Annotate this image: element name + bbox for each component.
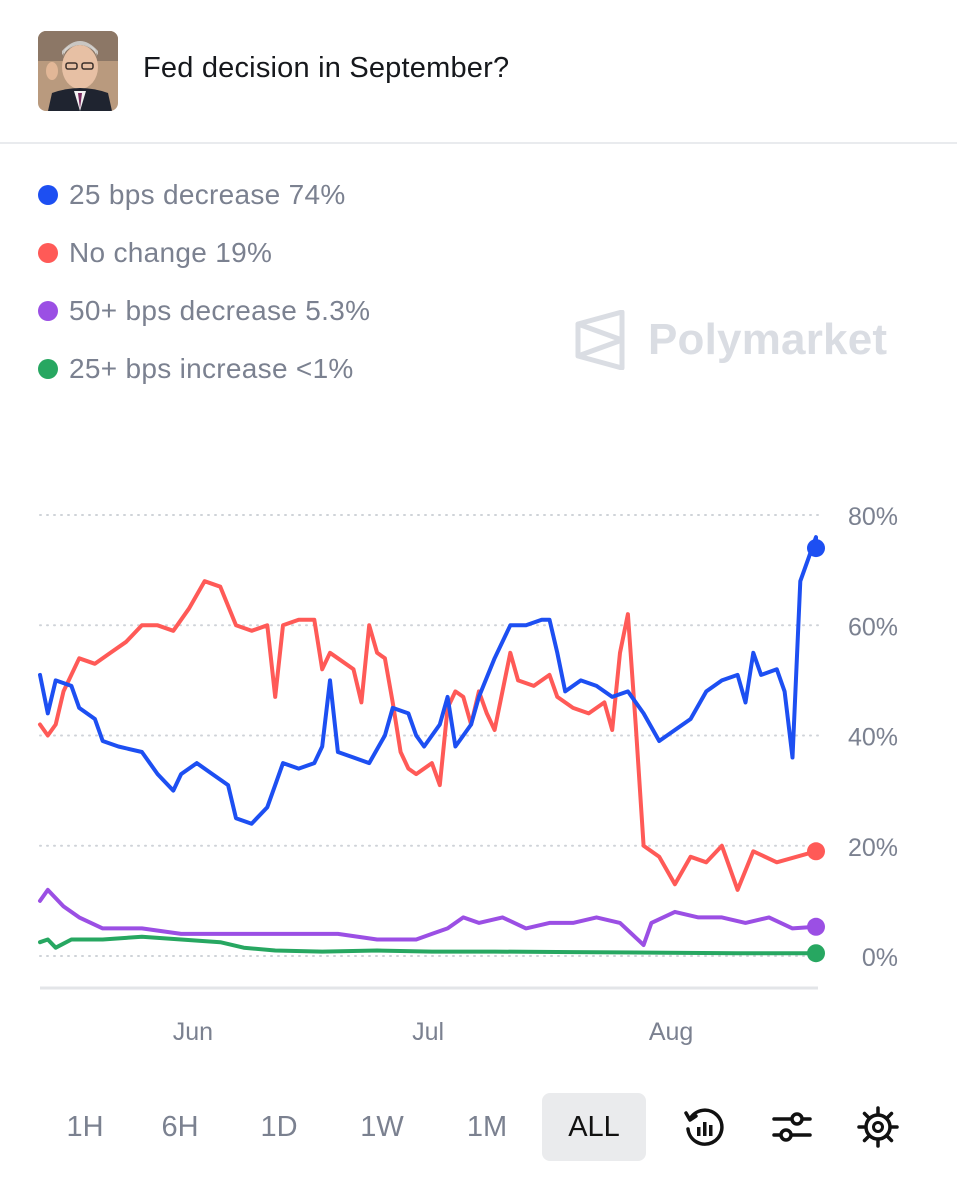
y-tick-label: 20% (848, 834, 898, 862)
y-tick-label: 0% (862, 944, 898, 972)
chart-legend: 25 bps decrease 74% No change 19% 50+ bp… (38, 166, 370, 398)
sliders-icon[interactable] (770, 1105, 814, 1149)
legend-dot (38, 301, 58, 321)
series-line (38, 579, 818, 892)
x-axis-ticks: Jun Jul Aug (173, 1018, 694, 1046)
polymarket-watermark: Polymarket (574, 310, 887, 370)
series-line (38, 887, 818, 947)
legend-item: 50+ bps decrease 5.3% (38, 282, 370, 340)
y-tick-label: 60% (848, 613, 898, 641)
series-lines (38, 535, 825, 963)
legend-label: 25 bps decrease 74% (69, 179, 346, 210)
series-end-marker (807, 539, 825, 558)
legend-label: No change 19% (69, 237, 273, 268)
y-axis-ticks: 0% 20% 40% 60% 80% (848, 503, 898, 972)
y-tick-label: 80% (848, 503, 898, 531)
series-end-marker (807, 944, 825, 963)
legend-item: 25 bps decrease 74% (38, 166, 370, 224)
series-line (38, 934, 818, 956)
legend-item: 25+ bps increase <1% (38, 340, 370, 398)
legend-dot (38, 243, 58, 263)
range-all-button[interactable]: ALL (542, 1093, 646, 1161)
range-1w-button[interactable]: 1W (360, 1111, 404, 1143)
series-line (38, 535, 818, 826)
range-1d-button[interactable]: 1D (260, 1111, 298, 1143)
y-tick-label: 40% (848, 724, 898, 752)
price-chart: 0% 20% 40% 60% 80% Jun Jul Aug (38, 503, 898, 1046)
legend-label: 25+ bps increase <1% (69, 353, 354, 384)
legend-label: 50+ bps decrease 5.3% (69, 295, 371, 326)
gear-icon[interactable] (856, 1105, 900, 1149)
watermark-text: Polymarket (648, 315, 888, 364)
legend-item: No change 19% (38, 224, 370, 282)
chart-controls: 1H 6H 1D 1W 1M ALL (38, 1093, 928, 1161)
x-tick-label: Jul (412, 1018, 444, 1046)
series-end-marker (807, 917, 825, 936)
legend-dot (38, 185, 58, 205)
series-end-marker (807, 842, 825, 861)
range-1h-button[interactable]: 1H (66, 1111, 104, 1143)
page-title: Fed decision in September? (143, 52, 510, 84)
polymarket-logo-icon (575, 310, 625, 370)
grid-lines (39, 514, 819, 957)
range-1m-button[interactable]: 1M (466, 1111, 508, 1143)
range-6h-button[interactable]: 6H (161, 1111, 199, 1143)
legend-dot (38, 359, 58, 379)
x-tick-label: Jun (173, 1018, 213, 1046)
x-tick-label: Aug (649, 1018, 693, 1046)
market-avatar (38, 31, 118, 111)
history-chart-icon[interactable] (682, 1105, 726, 1149)
header: Fed decision in September? (0, 0, 957, 144)
